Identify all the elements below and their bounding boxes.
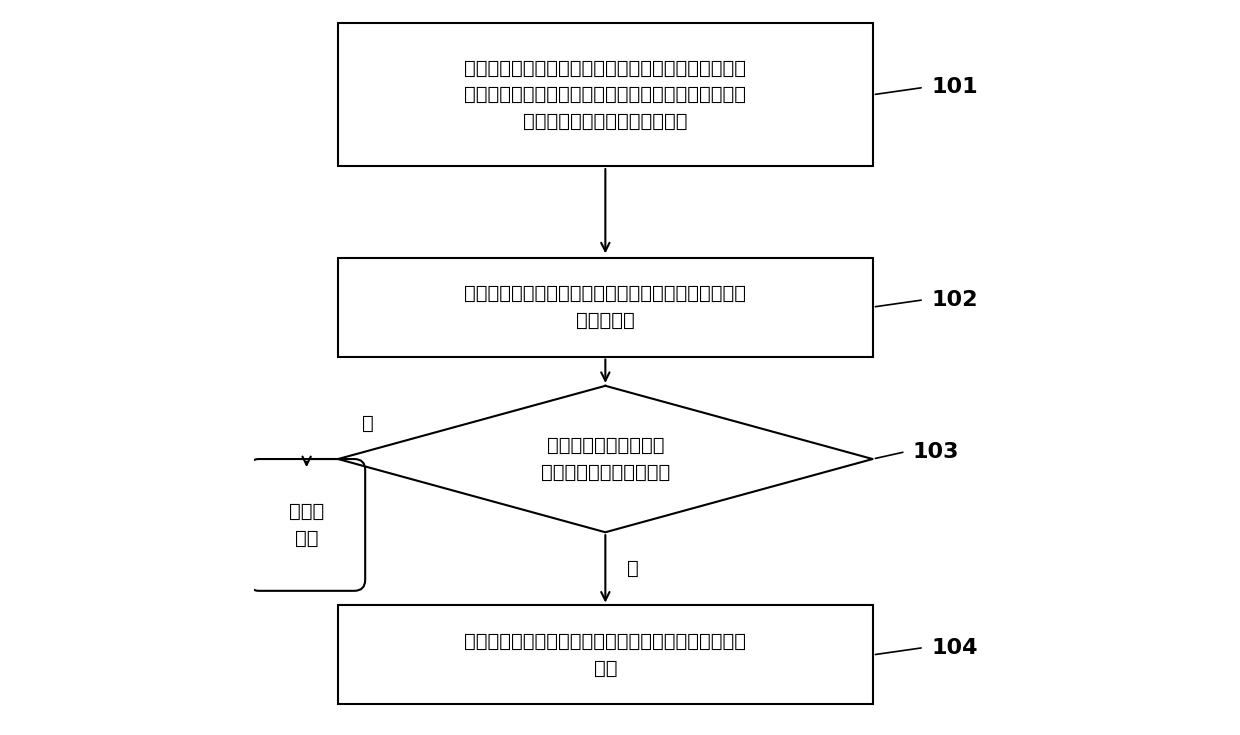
- Text: 否: 否: [362, 415, 373, 434]
- Text: 103: 103: [913, 442, 960, 462]
- Text: 是: 是: [627, 559, 639, 578]
- Text: 车载系统根据至少三个声音传感设备中任意三个声音传
感设备接收到特种车辆的警报声音信号的声音接收时刻
，确定特种车辆的第一位置信息: 车载系统根据至少三个声音传感设备中任意三个声音传 感设备接收到特种车辆的警报声音…: [464, 59, 746, 131]
- FancyBboxPatch shape: [339, 258, 873, 356]
- Text: 101: 101: [931, 77, 978, 98]
- Text: 车载系统判断智能驾驶
车辆是否位于行驶路径上: 车载系统判断智能驾驶 车辆是否位于行驶路径上: [541, 437, 670, 481]
- Text: 结束本
流程: 结束本 流程: [289, 502, 324, 548]
- FancyBboxPatch shape: [248, 459, 366, 591]
- FancyBboxPatch shape: [339, 606, 873, 704]
- Text: 102: 102: [931, 290, 977, 309]
- FancyBboxPatch shape: [339, 24, 873, 166]
- Text: 车载系统根据特种车辆的第一位置信息，确定特种车辆
的行驶路径: 车载系统根据特种车辆的第一位置信息，确定特种车辆 的行驶路径: [464, 284, 746, 330]
- Text: 车载系统控制智能驾驶车辆采取避让措施，以避让特种
车辆: 车载系统控制智能驾驶车辆采取避让措施，以避让特种 车辆: [464, 632, 746, 678]
- Text: 104: 104: [931, 637, 977, 658]
